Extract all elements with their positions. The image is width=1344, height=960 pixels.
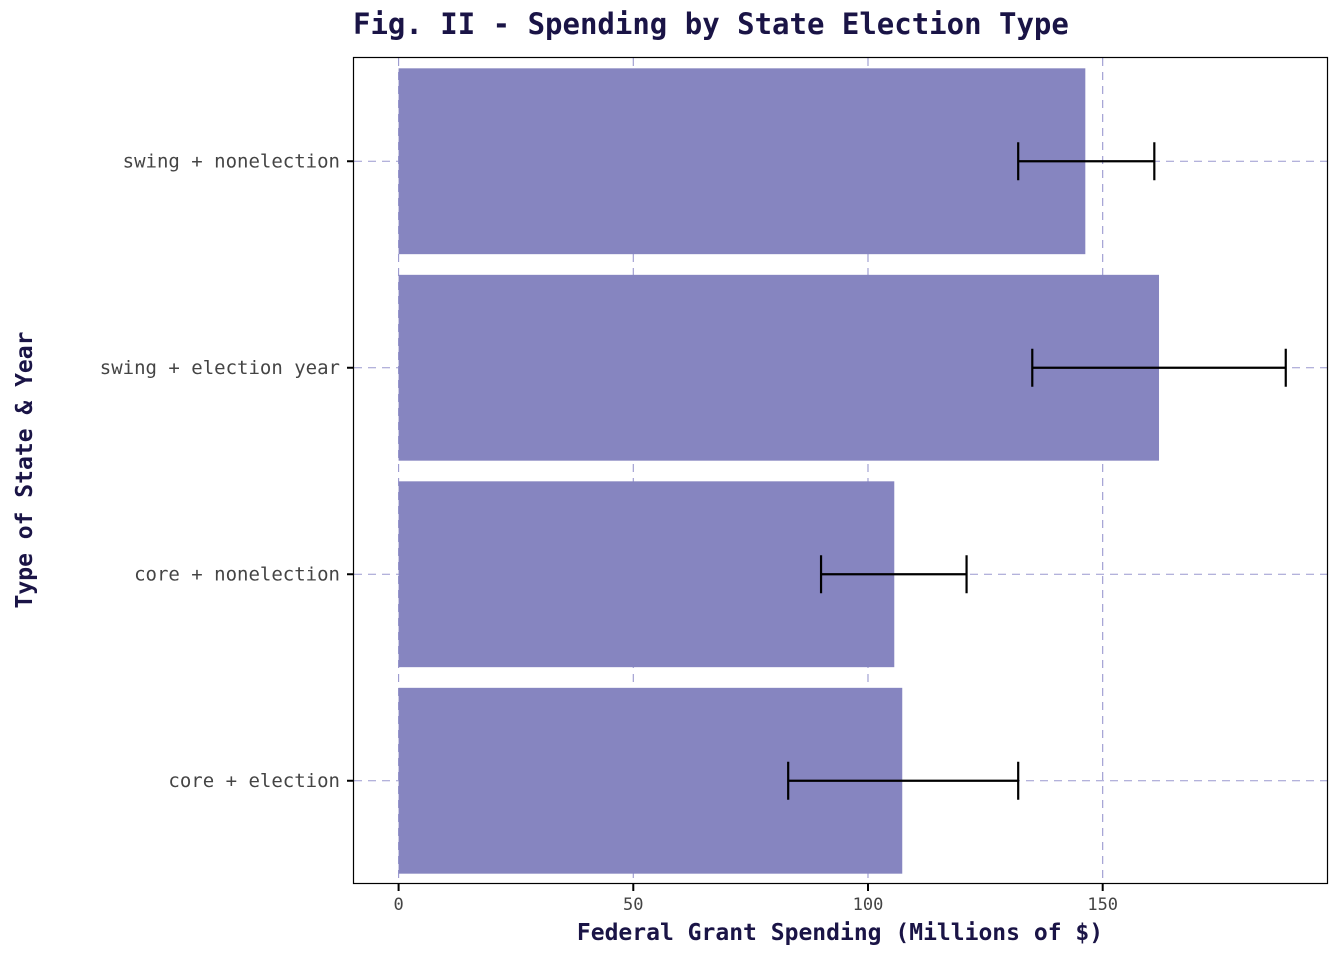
chart-title: Fig. II - Spending by State Election Typ…: [353, 7, 1069, 41]
x-axis: 0 50 100 150: [393, 884, 1118, 915]
y-tick-label: core + election: [168, 770, 340, 792]
y-tick-label: core + nonelection: [134, 563, 340, 585]
x-axis-title: Federal Grant Spending (Millions of $): [577, 920, 1103, 946]
y-tick-label: swing + nonelection: [123, 150, 340, 172]
bars: [398, 68, 1160, 874]
bar: [398, 481, 895, 668]
y-tick-label: swing + election year: [100, 357, 340, 379]
y-axis: core + election core + nonelection swing +…: [100, 150, 354, 792]
y-axis-title: Type of State & Year: [12, 332, 38, 609]
panel-border: [352, 56, 1329, 885]
x-tick-label: 150: [1087, 895, 1118, 915]
x-tick-label: 100: [853, 895, 884, 915]
bar: [398, 68, 1086, 255]
error-bars: [787, 142, 1287, 800]
x-tick-label: 0: [393, 895, 403, 915]
x-tick-label: 50: [623, 895, 643, 915]
